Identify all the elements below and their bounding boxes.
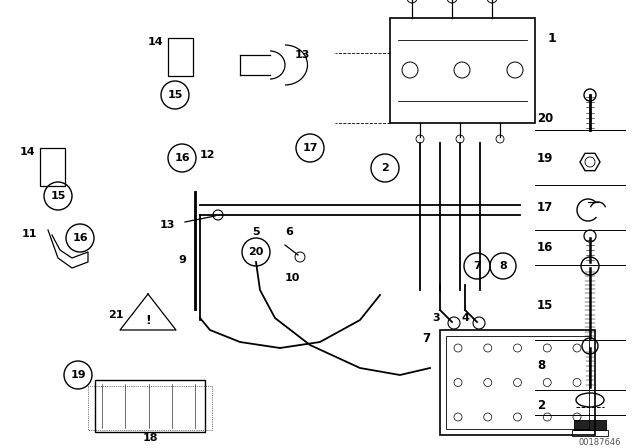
Text: 8: 8 [537,358,545,371]
Text: 12: 12 [200,150,216,160]
Text: 19: 19 [537,151,554,164]
Text: 15: 15 [51,191,66,201]
Bar [446,336,589,429]
Text: 15: 15 [537,298,554,311]
Text: 3: 3 [432,313,440,323]
Bar [390,18,535,123]
Text: 2: 2 [381,163,389,173]
Text: 16: 16 [174,153,190,163]
Text: 16: 16 [72,233,88,243]
Text: 21: 21 [108,310,124,320]
Bar [572,430,608,436]
Text: 20: 20 [248,247,264,257]
Text: 17: 17 [302,143,317,153]
Text: 2: 2 [537,399,545,412]
Bar [574,420,606,430]
Bar [440,330,595,435]
Text: 13: 13 [160,220,175,230]
Text: 00187646: 00187646 [579,438,621,447]
Text: 5: 5 [252,227,260,237]
Bar [40,148,65,186]
Text: 6: 6 [285,227,293,237]
Bar [95,380,205,432]
Text: 19: 19 [70,370,86,380]
Text: 7: 7 [422,332,430,345]
Text: 16: 16 [537,241,554,254]
Text: 9: 9 [178,255,186,265]
Text: 20: 20 [537,112,553,125]
Text: 14: 14 [148,37,164,47]
Text: 11: 11 [22,229,38,239]
Bar [168,38,193,76]
Text: 10: 10 [285,273,300,283]
Text: 18: 18 [143,433,159,443]
Text: 17: 17 [537,201,553,214]
Text: 4: 4 [462,313,470,323]
Text: !: ! [145,314,151,327]
Text: 1: 1 [548,31,557,44]
Bar [88,386,212,430]
Text: 14: 14 [20,147,36,157]
Text: 7: 7 [473,261,481,271]
Text: 8: 8 [499,261,507,271]
Text: 15: 15 [167,90,182,100]
Text: 13: 13 [295,50,310,60]
